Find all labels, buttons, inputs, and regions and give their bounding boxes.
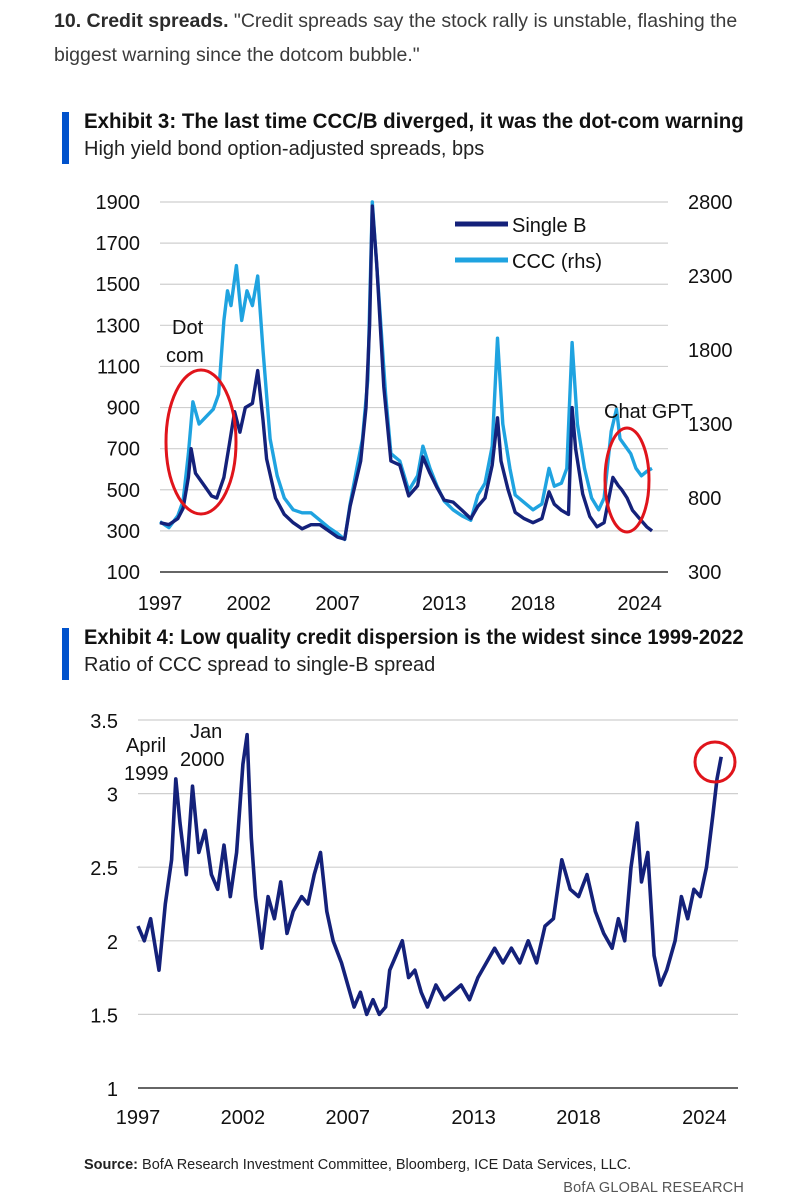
intro-quote: "Credit spreads say the stock rally is u… <box>54 10 738 66</box>
y-left-tick-label: 1500 <box>96 274 141 296</box>
highlight-circle <box>164 368 238 516</box>
annotation-dot-com: com <box>166 345 204 367</box>
legend-label-single-b: Single B <box>512 215 587 237</box>
exhibit3-chart: 1900 1700 1500 1300 1100 900 700 500 300 100 2800 2… <box>96 192 733 615</box>
x-tick-label: 2007 <box>315 593 360 615</box>
x-tick-label: 2024 <box>617 593 662 615</box>
y-tick-label: 3 <box>107 785 118 807</box>
y-right-tick-label: 2300 <box>688 266 733 288</box>
highlight-circle <box>603 426 651 534</box>
highlight-circle <box>693 740 737 784</box>
annotation-april-1999: April <box>126 735 166 757</box>
source-label: Source: <box>84 1157 138 1173</box>
x-tick-label: 2013 <box>451 1107 496 1129</box>
exhibit3-subtitle: High yield bond option-adjusted spreads,… <box>84 138 485 160</box>
y-left-tick-label: 300 <box>107 521 140 543</box>
y-left-tick-label: 1900 <box>96 192 141 214</box>
intro-label: 10. Credit spreads. <box>54 10 229 32</box>
annotation-chat-gpt: Chat GPT <box>604 401 693 423</box>
annotation-dot-com: Dot <box>172 317 204 339</box>
brand-footer: BofA GLOBAL RESEARCH <box>563 1180 744 1196</box>
exhibit3-accent-bar <box>62 112 69 164</box>
annotation-april-1999: 1999 <box>124 763 169 785</box>
intro-paragraph: 10. Credit spreads. "Credit spreads say … <box>54 4 784 72</box>
y-right-tick-label: 1300 <box>688 414 733 436</box>
y-left-tick-label: 500 <box>107 480 140 502</box>
x-tick-label: 2024 <box>682 1107 727 1129</box>
y-right-tick-label: 300 <box>688 562 721 584</box>
y-tick-label: 2 <box>107 932 118 954</box>
y-tick-label: 1 <box>107 1079 118 1101</box>
y-left-tick-label: 100 <box>107 562 140 584</box>
source-text: BofA Research Investment Committee, Bloo… <box>138 1157 632 1173</box>
y-tick-label: 3.5 <box>90 711 118 733</box>
y-tick-label: 1.5 <box>90 1005 118 1027</box>
x-tick-label: 1997 <box>138 593 183 615</box>
x-tick-label: 1997 <box>116 1107 161 1129</box>
x-tick-label: 2018 <box>511 593 556 615</box>
source-note: Source: BofA Research Investment Committ… <box>84 1157 631 1173</box>
x-tick-label: 2018 <box>556 1107 601 1129</box>
exhibit4-accent-bar <box>62 628 69 680</box>
y-left-tick-label: 1300 <box>96 315 141 337</box>
y-tick-label: 2.5 <box>90 858 118 880</box>
exhibit4-chart: 3.5 3 2.5 2 1.5 1 1997 2002 2007 2013 2018 2024 Apri… <box>90 711 738 1129</box>
legend-label-ccc: CCC (rhs) <box>512 251 602 273</box>
y-left-tick-label: 700 <box>107 439 140 461</box>
y-left-tick-label: 1700 <box>96 233 141 255</box>
y-left-tick-label: 900 <box>107 398 140 420</box>
annotation-jan-2000: Jan <box>190 721 222 743</box>
exhibit3-title: Exhibit 3: The last time CCC/B diverged,… <box>84 110 744 133</box>
annotation-jan-2000: 2000 <box>180 749 225 771</box>
x-tick-label: 2002 <box>221 1107 266 1129</box>
x-tick-label: 2013 <box>422 593 467 615</box>
x-tick-label: 2002 <box>227 593 272 615</box>
y-right-tick-label: 800 <box>688 488 721 510</box>
y-right-tick-label: 1800 <box>688 340 733 362</box>
exhibit4-subtitle: Ratio of CCC spread to single-B spread <box>84 654 436 676</box>
y-left-tick-label: 1100 <box>97 356 140 378</box>
series-line-ratio <box>136 732 723 1017</box>
y-right-tick-label: 2800 <box>688 192 733 214</box>
x-tick-label: 2007 <box>326 1107 371 1129</box>
exhibit4-title: Exhibit 4: Low quality credit dispersion… <box>84 626 744 649</box>
series-line-single-b <box>159 204 654 541</box>
